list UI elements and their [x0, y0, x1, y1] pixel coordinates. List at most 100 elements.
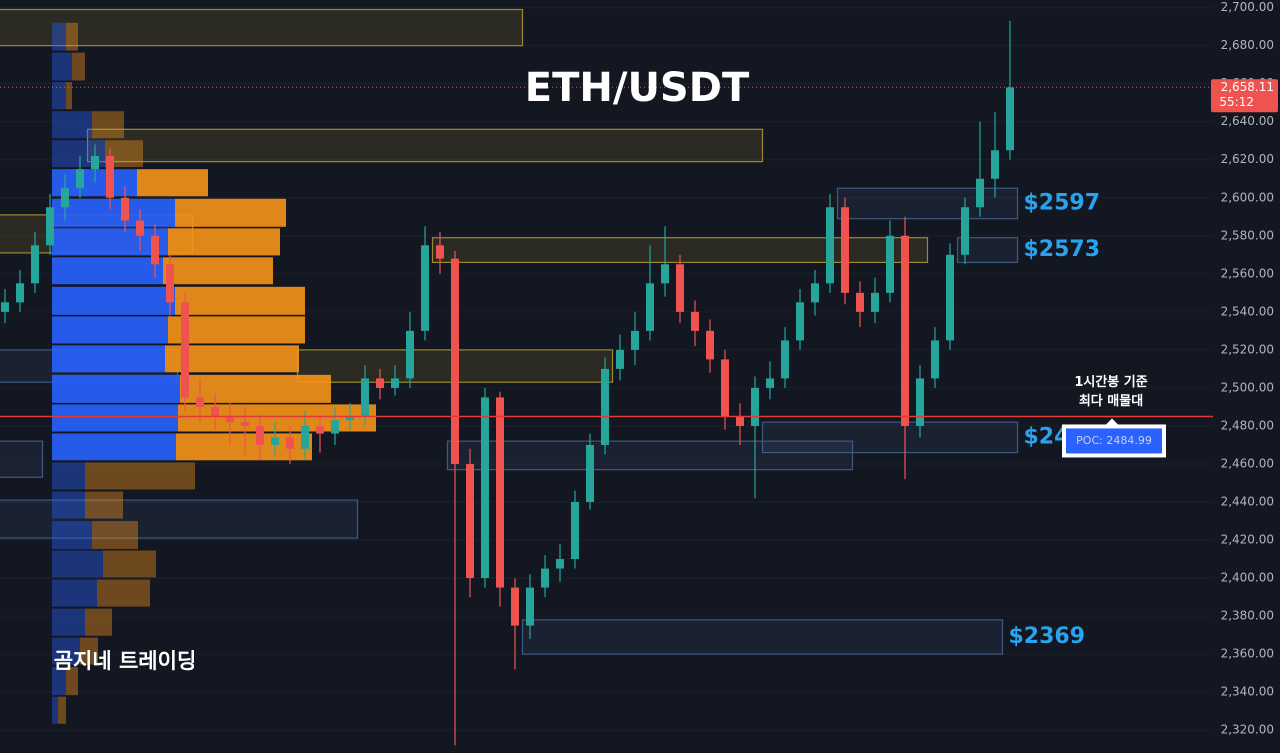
zone: [836, 187, 1019, 220]
candle-body: [271, 437, 279, 445]
buy-volume: [52, 257, 163, 285]
candle-body: [376, 378, 384, 388]
candle-body: [601, 368, 609, 445]
candle-body: [16, 283, 24, 303]
y-tick-label: 2,640.00: [1221, 114, 1274, 128]
buy-volume: [52, 521, 92, 550]
candle-body: [526, 587, 534, 626]
candle-body: [631, 330, 639, 350]
y-tick-label: 2,580.00: [1221, 228, 1274, 242]
candle-body: [31, 245, 39, 284]
sell-volume: [103, 550, 156, 578]
sell-volume: [80, 637, 98, 665]
sell-volume: [85, 462, 195, 490]
candle-body: [916, 378, 924, 426]
last-price-box: [1211, 79, 1278, 113]
zone-label: $2369: [1009, 624, 1086, 649]
candle-body: [661, 264, 669, 284]
y-tick-label: 2,540.00: [1221, 304, 1274, 318]
candle-body: [571, 502, 579, 560]
zone: [761, 421, 1019, 454]
sell-volume: [58, 696, 66, 724]
y-tick-label: 2,680.00: [1221, 38, 1274, 52]
candle-body: [871, 292, 879, 312]
candle-body: [196, 397, 204, 407]
candle-body: [166, 264, 174, 303]
candle-body: [706, 330, 714, 360]
y-tick-label: 2,400.00: [1221, 571, 1274, 585]
y-tick-label: 2,320.00: [1221, 723, 1274, 737]
poc-box: [1066, 428, 1162, 454]
sell-volume: [97, 579, 150, 607]
candle-body: [901, 235, 909, 426]
zone-label: $2573: [1024, 237, 1101, 262]
sell-volume: [66, 82, 72, 110]
last-price-label: 2,658.11: [1221, 80, 1274, 94]
candle-body: [991, 150, 999, 179]
buy-volume: [52, 52, 72, 81]
y-tick-label: 2,340.00: [1221, 685, 1274, 699]
y-tick-label: 2,440.00: [1221, 495, 1274, 509]
poc-pointer: [1106, 418, 1118, 425]
candle-body: [646, 283, 654, 331]
candle-body: [1, 302, 9, 312]
buy-volume: [52, 462, 85, 490]
candle-body: [511, 587, 519, 626]
y-tick-label: 2,620.00: [1221, 152, 1274, 166]
buy-volume: [52, 696, 58, 724]
candle-body: [406, 330, 414, 379]
buy-volume: [52, 579, 97, 607]
candle-body: [781, 340, 789, 379]
candle-body: [211, 406, 219, 417]
sell-volume: [180, 374, 331, 403]
candle-body: [751, 387, 759, 426]
candle-body: [256, 425, 264, 445]
candle-body: [811, 283, 819, 303]
candle-body: [736, 416, 744, 426]
candle-body: [316, 425, 324, 434]
countdown: 55:12: [1219, 95, 1254, 109]
candle-body: [691, 311, 699, 331]
buy-volume: [52, 198, 175, 227]
zone-label: $2597: [1024, 190, 1101, 215]
zone: [86, 128, 764, 163]
candle-body: [886, 235, 894, 293]
sell-volume: [137, 169, 208, 197]
candle-body: [421, 245, 429, 331]
sell-volume: [85, 491, 123, 519]
y-tick-label: 2,560.00: [1221, 266, 1274, 280]
sell-volume: [85, 608, 112, 636]
y-tick-label: 2,420.00: [1221, 533, 1274, 547]
candle-body: [496, 397, 504, 588]
candle-body: [721, 359, 729, 417]
annotation: 1시간봉 기준: [1074, 374, 1147, 390]
buy-volume: [52, 345, 165, 373]
candle-body: [121, 197, 129, 221]
y-tick-label: 2,500.00: [1221, 380, 1274, 394]
candle-body: [856, 292, 864, 312]
candle-body: [586, 444, 594, 502]
buy-volume: [52, 637, 80, 665]
buy-volume: [52, 404, 178, 432]
candle-body: [976, 178, 984, 208]
y-tick-label: 2,600.00: [1221, 190, 1274, 204]
candle-body: [541, 568, 549, 588]
sell-volume: [66, 667, 78, 696]
candle-body: [76, 169, 84, 189]
sell-volume: [175, 286, 305, 315]
buy-volume: [52, 316, 168, 344]
candle-body: [436, 245, 444, 259]
sell-volume: [92, 521, 138, 550]
candle-body: [46, 207, 54, 246]
buy-volume: [52, 111, 92, 139]
sell-volume: [66, 22, 78, 51]
buy-volume: [52, 286, 175, 315]
buy-volume: [52, 608, 85, 636]
candle-body: [106, 155, 114, 198]
sell-volume: [72, 52, 85, 81]
chart-title: ETH/USDT: [525, 65, 750, 111]
y-tick-label: 2,460.00: [1221, 456, 1274, 470]
zone: [446, 440, 854, 471]
candle-body: [151, 235, 159, 265]
